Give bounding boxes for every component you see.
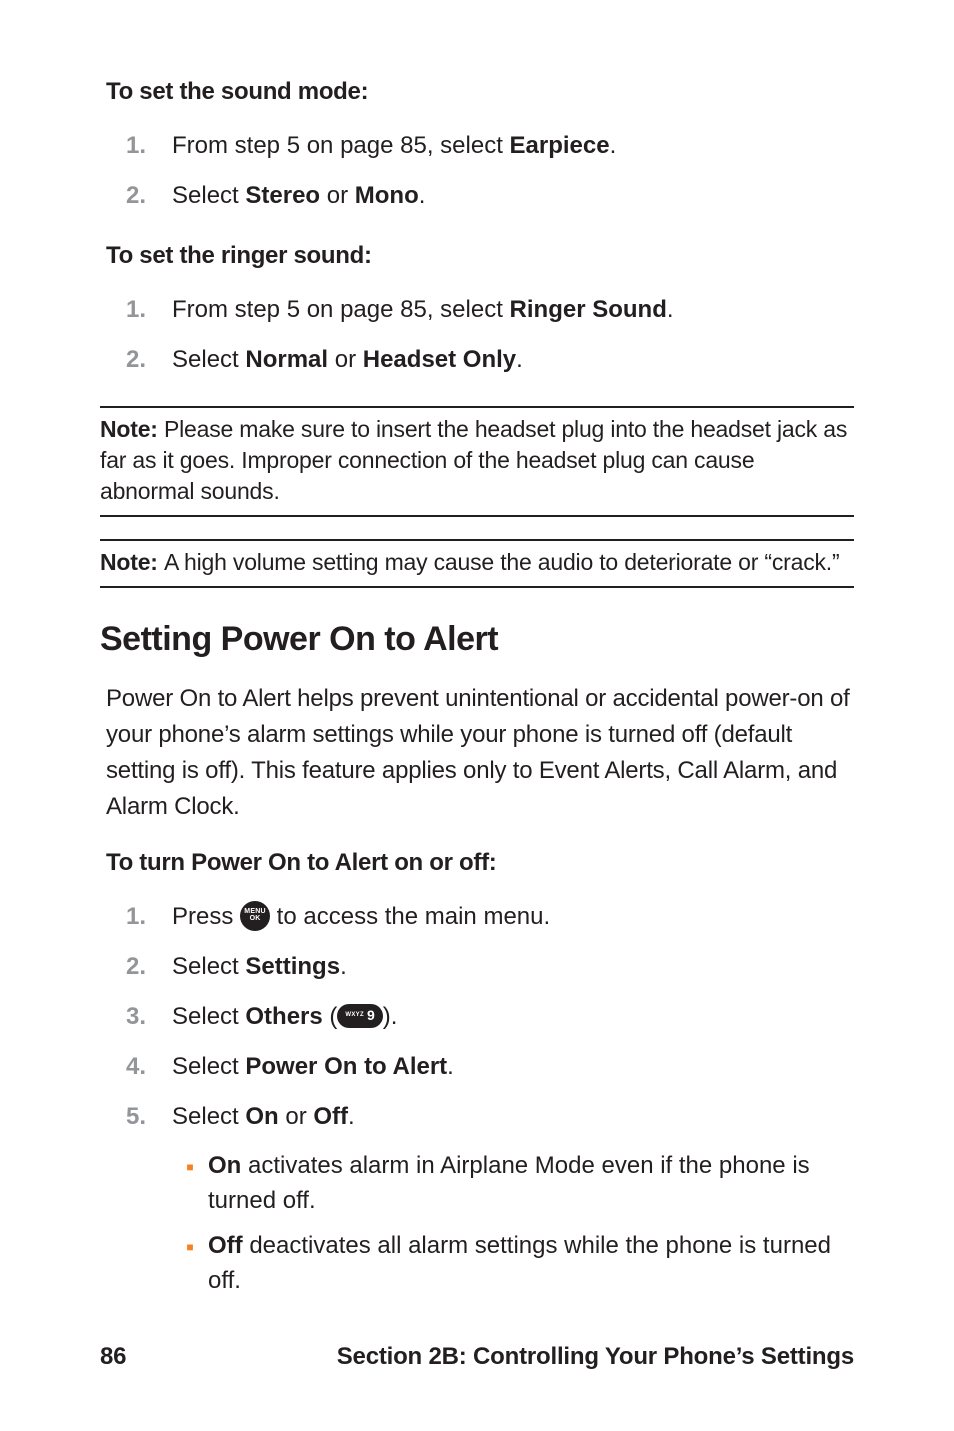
note-text: A high volume setting may cause the audi… [164, 549, 839, 575]
step-number: 4. [100, 1049, 146, 1085]
step-text: Select Others (WXYZ9). [146, 999, 854, 1035]
step-number: 3. [100, 999, 146, 1035]
key-9-icon: WXYZ9 [337, 1004, 382, 1028]
step-text: Select Power On to Alert. [146, 1049, 854, 1085]
step-text: Press MENUOK to access the main menu. [146, 899, 854, 935]
note-headset-plug: Note: Please make sure to insert the hea… [100, 406, 854, 517]
steps-ringer-sound: 1. From step 5 on page 85, select Ringer… [100, 292, 854, 378]
step-number: 5. [100, 1099, 146, 1308]
note-high-volume: Note: A high volume setting may cause th… [100, 539, 854, 588]
step-number: 2. [100, 949, 146, 985]
note-label: Note: [100, 416, 164, 442]
section-title: Section 2B: Controlling Your Phone’s Set… [337, 1343, 854, 1371]
step-text: From step 5 on page 85, select Ringer So… [146, 292, 854, 328]
bullet-text: On activates alarm in Airplane Mode even… [208, 1149, 854, 1219]
step-text: Select On or Off. ■ On activates alarm i… [146, 1099, 854, 1308]
bullet-icon: ■ [172, 1229, 208, 1299]
step-number: 2. [100, 342, 146, 378]
step-text: Select Stereo or Mono. [146, 178, 854, 214]
page-number: 86 [100, 1343, 126, 1371]
step-number: 1. [100, 899, 146, 935]
step-text: Select Normal or Headset Only. [146, 342, 854, 378]
note-label: Note: [100, 549, 164, 575]
note-text: Please make sure to insert the headset p… [100, 416, 847, 504]
bullet-list: ■ On activates alarm in Airplane Mode ev… [172, 1149, 854, 1298]
paragraph-intro: Power On to Alert helps prevent unintent… [106, 681, 854, 825]
step-number: 2. [100, 178, 146, 214]
step-number: 1. [100, 292, 146, 328]
step-number: 1. [100, 128, 146, 164]
heading-power-on-to-alert: Setting Power On to Alert [100, 620, 854, 659]
step-text: Select Settings. [146, 949, 854, 985]
subhead-sound-mode: To set the sound mode: [106, 78, 854, 106]
menu-ok-icon: MENUOK [240, 901, 270, 931]
page-footer: 86 Section 2B: Controlling Your Phone’s … [100, 1343, 854, 1371]
steps-power-on-alert: 1. Press MENUOK to access the main menu.… [100, 899, 854, 1308]
bullet-icon: ■ [172, 1149, 208, 1219]
steps-sound-mode: 1. From step 5 on page 85, select Earpie… [100, 128, 854, 214]
subhead-ringer-sound: To set the ringer sound: [106, 242, 854, 270]
bullet-text: Off deactivates all alarm settings while… [208, 1229, 854, 1299]
subhead-power-on-alert: To turn Power On to Alert on or off: [106, 849, 854, 877]
step-text: From step 5 on page 85, select Earpiece. [146, 128, 854, 164]
